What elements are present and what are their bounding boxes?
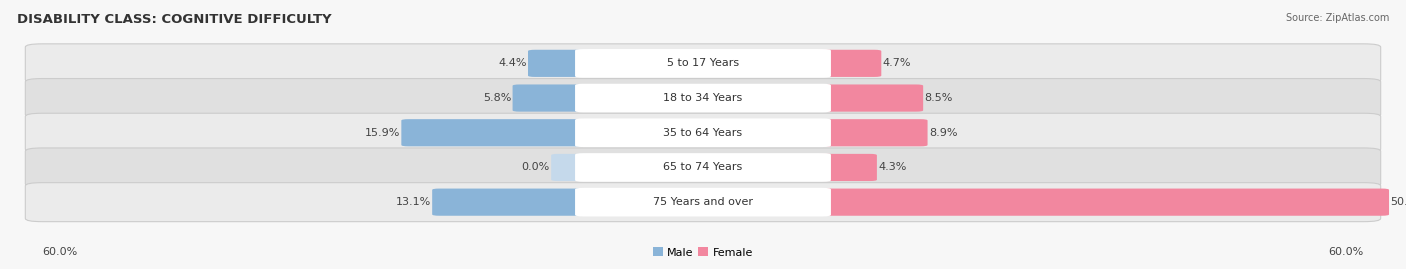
Text: 5.8%: 5.8% xyxy=(482,93,512,103)
FancyBboxPatch shape xyxy=(815,154,877,181)
Text: 8.9%: 8.9% xyxy=(929,128,957,138)
Text: 65 to 74 Years: 65 to 74 Years xyxy=(664,162,742,172)
FancyBboxPatch shape xyxy=(575,153,831,182)
FancyBboxPatch shape xyxy=(432,189,591,216)
FancyBboxPatch shape xyxy=(401,119,591,146)
Legend: Male, Female: Male, Female xyxy=(648,243,758,262)
Text: 18 to 34 Years: 18 to 34 Years xyxy=(664,93,742,103)
FancyBboxPatch shape xyxy=(25,183,1381,222)
Text: 15.9%: 15.9% xyxy=(364,128,399,138)
FancyBboxPatch shape xyxy=(551,154,591,181)
FancyBboxPatch shape xyxy=(575,84,831,112)
FancyBboxPatch shape xyxy=(513,84,591,112)
Text: 0.0%: 0.0% xyxy=(522,162,550,172)
Text: 35 to 64 Years: 35 to 64 Years xyxy=(664,128,742,138)
Text: Source: ZipAtlas.com: Source: ZipAtlas.com xyxy=(1285,13,1389,23)
FancyBboxPatch shape xyxy=(815,50,882,77)
FancyBboxPatch shape xyxy=(815,189,1389,216)
Text: 60.0%: 60.0% xyxy=(42,246,77,257)
FancyBboxPatch shape xyxy=(529,50,591,77)
Text: 50.8%: 50.8% xyxy=(1391,197,1406,207)
Text: DISABILITY CLASS: COGNITIVE DIFFICULTY: DISABILITY CLASS: COGNITIVE DIFFICULTY xyxy=(17,13,332,26)
FancyBboxPatch shape xyxy=(25,113,1381,152)
Text: 4.3%: 4.3% xyxy=(879,162,907,172)
Text: 8.5%: 8.5% xyxy=(925,93,953,103)
FancyBboxPatch shape xyxy=(575,188,831,217)
Text: 13.1%: 13.1% xyxy=(395,197,430,207)
Text: 4.7%: 4.7% xyxy=(883,58,911,68)
FancyBboxPatch shape xyxy=(815,84,924,112)
Text: 60.0%: 60.0% xyxy=(1329,246,1364,257)
Text: 75 Years and over: 75 Years and over xyxy=(652,197,754,207)
FancyBboxPatch shape xyxy=(575,49,831,78)
FancyBboxPatch shape xyxy=(25,44,1381,83)
FancyBboxPatch shape xyxy=(815,119,928,146)
Text: 4.4%: 4.4% xyxy=(498,58,527,68)
Text: 5 to 17 Years: 5 to 17 Years xyxy=(666,58,740,68)
FancyBboxPatch shape xyxy=(25,148,1381,187)
FancyBboxPatch shape xyxy=(575,118,831,147)
FancyBboxPatch shape xyxy=(25,79,1381,118)
